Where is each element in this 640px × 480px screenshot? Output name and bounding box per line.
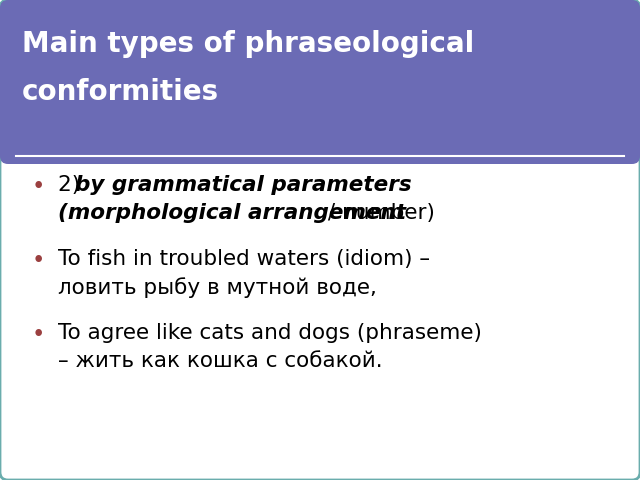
Text: •: • bbox=[31, 249, 45, 272]
Text: 2): 2) bbox=[58, 175, 87, 195]
Text: •: • bbox=[31, 175, 45, 198]
FancyBboxPatch shape bbox=[0, 0, 640, 164]
Text: (morphological arrangement: (morphological arrangement bbox=[58, 203, 406, 223]
Text: •: • bbox=[31, 323, 45, 346]
Text: by grammatical parameters: by grammatical parameters bbox=[75, 175, 412, 195]
Text: To agree like cats and dogs (phraseme)
– жить как кошка с собакой.: To agree like cats and dogs (phraseme) –… bbox=[58, 323, 482, 371]
Text: To fish in troubled waters (idiom) –
ловить рыбу в мутной воде,: To fish in troubled waters (idiom) – лов… bbox=[58, 249, 430, 298]
Text: Main types of phraseological: Main types of phraseological bbox=[22, 30, 474, 58]
Text: / number): / number) bbox=[321, 203, 435, 223]
Text: conformities: conformities bbox=[22, 78, 219, 106]
